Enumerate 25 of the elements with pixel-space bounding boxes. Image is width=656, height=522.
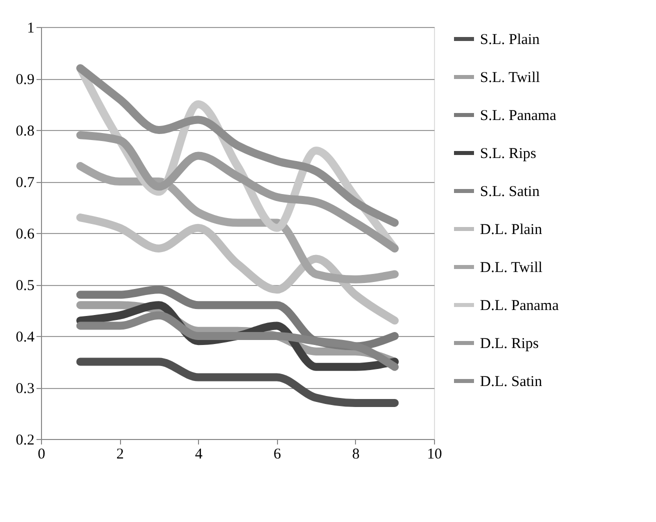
- y-tick-label: 0.6: [16, 226, 35, 242]
- y-tick-label: 0.4: [16, 330, 35, 346]
- x-tick-label: 6: [274, 446, 282, 462]
- y-tick-label: 0.3: [16, 381, 34, 397]
- x-tick-label: 4: [194, 446, 203, 462]
- y-tick-label: 1: [27, 20, 34, 36]
- legend-label: D.L. Satin: [480, 374, 543, 390]
- y-tick-label: 0.2: [16, 432, 34, 448]
- legend-label: D.L. Rips: [480, 336, 539, 352]
- x-tick-label: 0: [38, 446, 46, 462]
- legend-label: D.L. Plain: [480, 222, 543, 238]
- legend-label: S.L. Panama: [480, 108, 557, 124]
- legend-label: S.L. Twill: [480, 70, 540, 86]
- y-tick-label: 0.7: [16, 175, 35, 191]
- x-tick-label: 10: [427, 446, 442, 462]
- x-tick-label: 2: [116, 446, 124, 462]
- x-tick-label: 8: [352, 446, 360, 462]
- y-tick-label: 0.5: [16, 278, 34, 294]
- y-tick-label: 0.8: [16, 124, 34, 140]
- legend-label: D.L. Twill: [480, 260, 542, 276]
- legend-label: D.L. Panama: [480, 298, 560, 314]
- legend-label: S.L. Satin: [480, 184, 540, 200]
- y-tick-label: 0.9: [16, 72, 34, 88]
- legend-label: S.L. Plain: [480, 32, 540, 48]
- legend-label: S.L. Rips: [480, 146, 536, 162]
